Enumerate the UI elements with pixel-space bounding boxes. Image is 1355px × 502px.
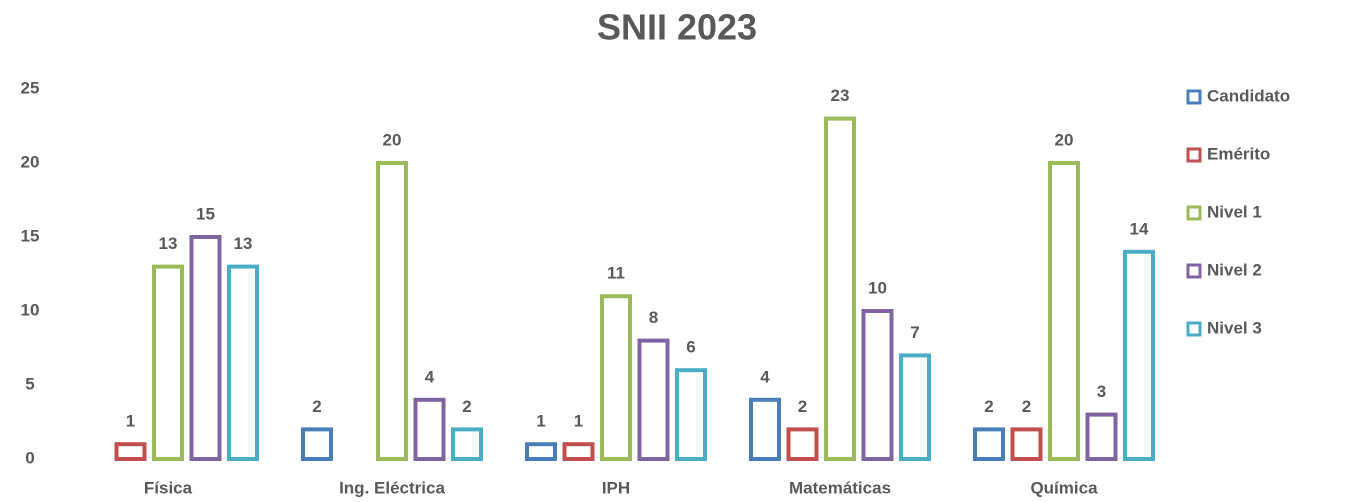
data-label: 10 [868, 278, 887, 297]
data-label: 2 [798, 397, 807, 416]
legend-label: Nivel 2 [1207, 260, 1262, 279]
data-label: 8 [649, 308, 658, 327]
x-tick-label: Ing. Eléctrica [339, 478, 445, 497]
data-label: 2 [984, 397, 993, 416]
bar [227, 264, 259, 461]
data-label: 6 [686, 338, 695, 357]
bar [451, 427, 483, 461]
bar [786, 427, 819, 461]
data-label: 2 [462, 397, 471, 416]
bar [600, 294, 632, 462]
y-tick-label: 25 [21, 78, 40, 97]
x-tick-label: IPH [602, 478, 630, 497]
legend-swatch [1186, 89, 1202, 105]
bar [1123, 249, 1155, 461]
y-tick-label: 15 [21, 226, 40, 245]
data-label: 13 [234, 234, 253, 253]
bar [189, 235, 222, 461]
y-tick-label: 0 [25, 448, 34, 467]
bar [114, 442, 147, 462]
bar [413, 397, 446, 461]
x-tick-label: Matemáticas [789, 478, 891, 497]
data-label: 2 [1022, 397, 1031, 416]
bar [899, 353, 931, 461]
y-tick-label: 20 [21, 152, 40, 171]
y-tick-label: 5 [25, 374, 34, 393]
data-label: 11 [607, 264, 625, 283]
bar [973, 427, 1005, 461]
legend-swatch [1186, 263, 1202, 279]
bar [637, 338, 670, 462]
bar [301, 427, 333, 461]
bar [376, 161, 408, 461]
data-label: 3 [1097, 382, 1106, 401]
legend-label: Emérito [1207, 144, 1270, 163]
bar [749, 397, 781, 461]
data-label: 23 [831, 86, 850, 105]
data-label: 4 [760, 367, 770, 386]
bar [152, 264, 184, 461]
data-label: 1 [126, 412, 135, 431]
bar [562, 442, 595, 462]
legend-swatch [1186, 321, 1202, 337]
data-label: 1 [536, 412, 545, 431]
data-label: 1 [574, 412, 583, 431]
data-label: 14 [1130, 219, 1149, 238]
data-label: 4 [425, 367, 435, 386]
data-label: 13 [159, 234, 178, 253]
legend-label: Candidato [1207, 86, 1290, 105]
data-label: 7 [910, 323, 919, 342]
bar [1048, 161, 1080, 461]
data-label: 15 [196, 204, 215, 223]
chart-title: SNII 2023 [597, 7, 757, 48]
data-label: 20 [383, 130, 402, 149]
legend-swatch [1186, 147, 1202, 163]
legend-label: Nivel 1 [1207, 202, 1262, 221]
y-tick-label: 10 [21, 300, 40, 319]
data-label: 20 [1055, 130, 1074, 149]
bar [1085, 412, 1118, 462]
legend-swatch [1186, 205, 1202, 221]
legend-label: Nivel 3 [1207, 318, 1262, 337]
bar [1010, 427, 1043, 461]
bar [675, 368, 707, 462]
x-tick-label: Física [144, 478, 193, 497]
bar [824, 116, 856, 461]
bar [525, 442, 557, 462]
data-label: 2 [312, 397, 321, 416]
bar [861, 309, 894, 461]
x-tick-label: Química [1030, 478, 1098, 497]
